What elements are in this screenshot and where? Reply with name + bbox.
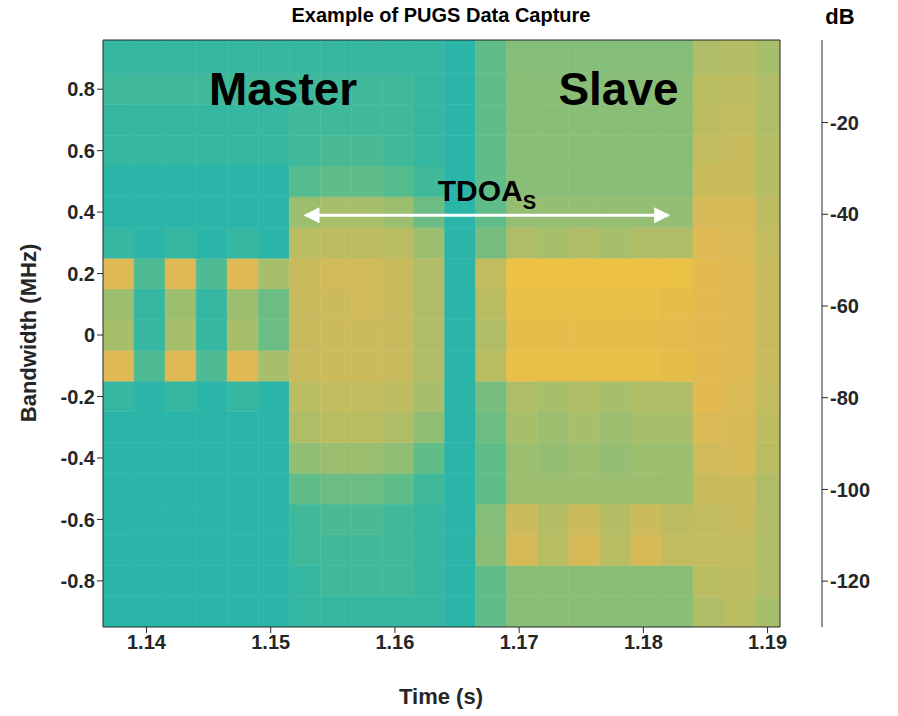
svg-text:-20: -20 [830,112,859,134]
svg-text:-60: -60 [830,295,859,317]
svg-text:TDOAS: TDOAS [438,174,536,213]
svg-text:0.4: 0.4 [67,201,96,223]
svg-text:1.14: 1.14 [127,631,167,653]
svg-text:Master: Master [209,63,357,115]
svg-text:0: 0 [84,324,95,346]
svg-text:Example of PUGS Data Capture: Example of PUGS Data Capture [292,4,591,26]
svg-text:1.17: 1.17 [500,631,539,653]
svg-text:dB: dB [825,4,854,29]
svg-text:1.19: 1.19 [748,631,787,653]
svg-text:1.16: 1.16 [375,631,414,653]
svg-text:-120: -120 [830,570,870,592]
svg-text:-0.8: -0.8 [61,570,95,592]
svg-text:Bandwidth (MHz): Bandwidth (MHz) [16,244,41,422]
svg-text:0.2: 0.2 [67,263,95,285]
svg-text:-0.2: -0.2 [61,386,95,408]
svg-text:0.8: 0.8 [67,78,95,100]
svg-text:1.18: 1.18 [624,631,663,653]
svg-text:Slave: Slave [558,63,678,115]
svg-text:-40: -40 [830,203,859,225]
svg-text:-0.4: -0.4 [61,447,96,469]
svg-text:-80: -80 [830,387,859,409]
svg-text:0.6: 0.6 [67,140,95,162]
svg-text:1.15: 1.15 [251,631,290,653]
svg-text:Time (s): Time (s) [399,684,483,709]
svg-text:-100: -100 [830,479,870,501]
svg-text:-0.6: -0.6 [61,509,95,531]
